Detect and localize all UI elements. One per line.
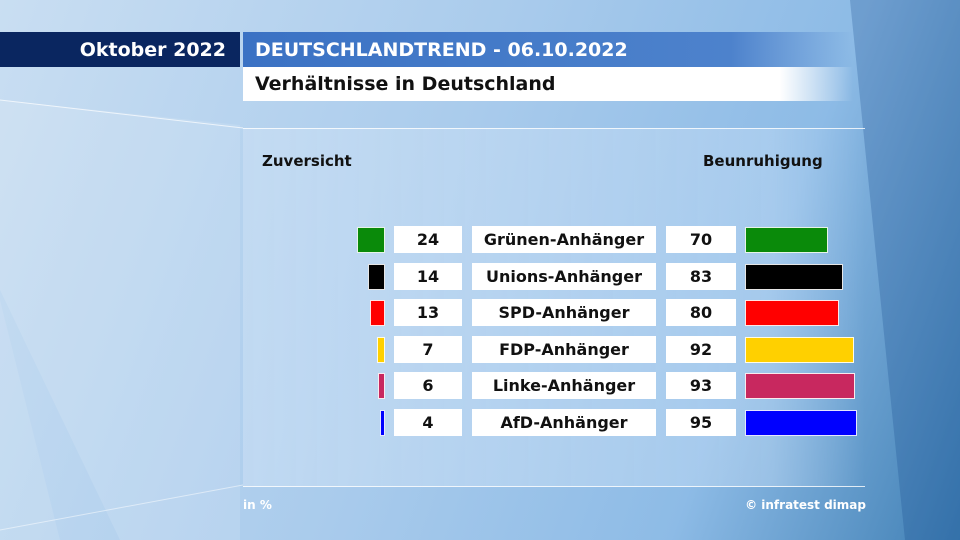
confidence-bar-fdp-anh-nger xyxy=(376,337,385,363)
right-column-heading: Beunruhigung xyxy=(703,152,823,170)
category-label-gr-nen-anh-nger: Grünen-Anhänger xyxy=(472,226,656,253)
category-label-spd-anh-nger: SPD-Anhänger xyxy=(472,299,656,326)
worry-value-fdp-anh-nger: 92 xyxy=(666,336,736,363)
confidence-bar-spd-anh-nger xyxy=(369,300,385,326)
unit-label: in % xyxy=(243,498,272,512)
worry-bar-afd-anh-nger xyxy=(745,410,858,436)
report-title: DEUTSCHLANDTREND - 06.10.2022 xyxy=(243,32,853,67)
confidence-bar-unions-anh-nger xyxy=(368,264,385,290)
confidence-value-fdp-anh-nger: 7 xyxy=(394,336,462,363)
worry-bar-spd-anh-nger xyxy=(745,300,840,326)
confidence-value-afd-anh-nger: 4 xyxy=(394,409,462,436)
worry-value-spd-anh-nger: 80 xyxy=(666,299,736,326)
confidence-value-spd-anh-nger: 13 xyxy=(394,299,462,326)
chart-subtitle: Verhältnisse in Deutschland xyxy=(243,67,853,101)
category-label-unions-anh-nger: Unions-Anhänger xyxy=(472,263,656,290)
left-column-heading: Zuversicht xyxy=(262,152,352,170)
category-label-fdp-anh-nger: FDP-Anhänger xyxy=(472,336,656,363)
category-label-afd-anh-nger: AfD-Anhänger xyxy=(472,409,656,436)
confidence-value-linke-anh-nger: 6 xyxy=(394,372,462,399)
confidence-value-gr-nen-anh-nger: 24 xyxy=(394,226,462,253)
worry-value-linke-anh-nger: 93 xyxy=(666,372,736,399)
worry-bar-fdp-anh-nger xyxy=(745,337,854,363)
worry-bar-linke-anh-nger xyxy=(745,373,855,399)
worry-value-unions-anh-nger: 83 xyxy=(666,263,736,290)
confidence-bar-gr-nen-anh-nger xyxy=(356,227,385,253)
worry-bar-unions-anh-nger xyxy=(745,264,843,290)
worry-value-gr-nen-anh-nger: 70 xyxy=(666,226,736,253)
confidence-value-unions-anh-nger: 14 xyxy=(394,263,462,290)
source-credit: © infratest dimap xyxy=(745,498,866,512)
category-label-linke-anh-nger: Linke-Anhänger xyxy=(472,372,656,399)
worry-bar-gr-nen-anh-nger xyxy=(745,227,828,253)
confidence-bar-afd-anh-nger xyxy=(380,410,385,436)
confidence-bar-linke-anh-nger xyxy=(377,373,385,399)
worry-value-afd-anh-nger: 95 xyxy=(666,409,736,436)
report-month: Oktober 2022 xyxy=(0,32,240,67)
